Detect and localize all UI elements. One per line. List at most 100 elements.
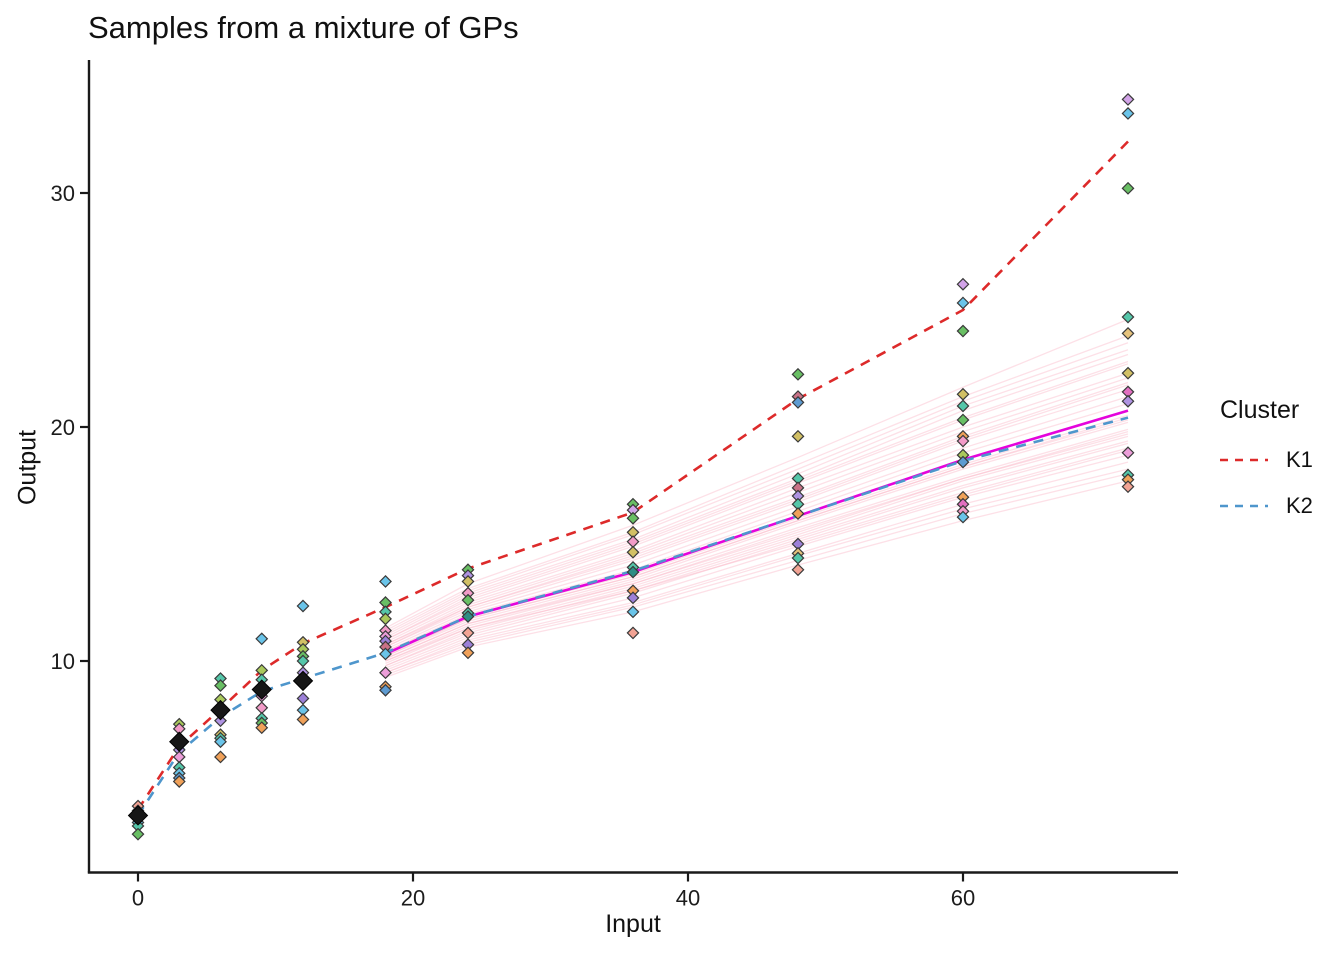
data-point [296,713,310,726]
data-point [956,455,970,469]
data-point [379,647,392,661]
sample-line [385,395,1129,650]
y-tick-label: 10 [51,649,75,674]
data-point [791,367,805,381]
cluster-mean-point [251,679,272,700]
data-point [1121,480,1135,494]
data-point [461,646,475,660]
data-point [296,691,310,705]
legend-label-k2: K2 [1286,493,1313,518]
x-tick-label: 20 [401,886,425,911]
data-point [214,735,227,749]
cluster-mean-point [210,699,231,721]
sample-line [385,318,1129,629]
cluster-mean-point [169,731,190,752]
data-point [956,296,970,310]
data-point [1121,181,1135,195]
data-point [791,429,805,443]
sample-line [385,454,1129,671]
sample-line [385,335,1129,632]
data-point [461,593,475,607]
data-point [1121,446,1135,460]
data-point [379,574,392,588]
x-tick-label: 40 [676,886,700,911]
data-point [214,750,227,764]
sample-line [385,381,1129,646]
k2-dashed-line-key [1220,504,1268,508]
sample-line [385,440,1129,667]
sample-line [385,402,1129,653]
data-point [626,591,640,605]
sample-line [385,363,1129,641]
sample-line [385,353,1129,639]
sample-line [385,388,1129,648]
cluster-mean-point [127,805,149,826]
sample-line [385,377,1129,646]
chart-title: Samples from a mixture of GPs [88,10,519,45]
sample-line [385,360,1129,641]
sample-line [385,461,1129,674]
sample-line [385,473,1129,676]
data-point [379,683,392,697]
data-point [296,599,310,613]
data-point [214,679,227,693]
sample-line [385,384,1129,648]
cluster-mean-point [292,670,314,692]
sample-line [385,417,1129,655]
y-tick-label: 30 [51,181,75,206]
sample-line [385,372,1129,643]
data-point [1121,106,1135,120]
data-point [172,775,186,788]
legend-label-k1: K1 [1286,447,1313,472]
data-point [214,714,227,728]
data-point [956,277,970,291]
data-point [791,507,805,521]
data-point [1121,92,1135,106]
legend-item-k2: K2 [1220,493,1313,519]
sample-line [385,431,1129,660]
data-point [791,395,805,409]
data-point [1121,394,1135,408]
data-point [379,666,392,680]
data-point [379,612,392,626]
sample-line [385,421,1129,657]
x-axis-label: Input [605,910,661,938]
sample-line [385,433,1129,662]
sample-line [385,428,1129,660]
x-tick-label: 0 [132,886,144,911]
legend-item-k1: K1 [1220,447,1313,473]
data-point [956,324,970,338]
data-point [626,565,640,579]
data-point [255,701,269,715]
y-tick-label: 20 [51,415,75,440]
sample-line [385,447,1129,669]
data-point [461,610,475,623]
data-point [626,605,640,619]
sample-line [385,468,1129,674]
data-point [1121,310,1135,324]
k1-dashed-line-key [1220,458,1268,462]
data-point [626,545,640,559]
sample-line [385,480,1129,678]
sample-line [385,449,1129,662]
x-tick-label: 60 [951,886,975,911]
data-point [131,827,145,841]
data-point [1121,366,1135,380]
data-point [956,510,970,524]
sample-line [385,349,1129,636]
sample-line [385,419,1129,657]
data-point [172,750,186,764]
data-point [1121,326,1135,340]
k1-line [136,140,1129,811]
sample-line [385,342,1129,634]
sample-line [385,435,1129,664]
legend: Cluster K1 K2 [1220,396,1313,539]
data-point [255,632,269,646]
data-point [626,511,640,525]
data-point [956,413,970,427]
data-point [791,563,805,577]
data-point [956,434,970,448]
data-point [956,399,970,413]
